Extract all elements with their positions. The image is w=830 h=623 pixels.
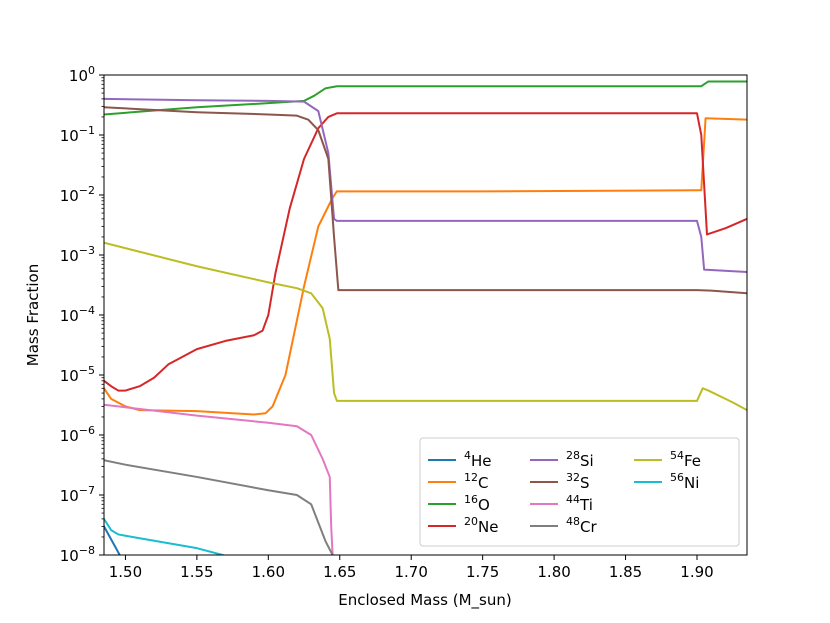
legend-label-si28: 28Si [566, 449, 594, 470]
y-tick-label: 10−6 [60, 424, 95, 445]
legend-label-he4: 4He [464, 449, 492, 470]
series-line-s32 [104, 106, 747, 295]
x-tick-label: 1.85 [609, 563, 642, 581]
legend-label-fe54: 54Fe [670, 449, 701, 470]
x-tick-label: 1.80 [537, 563, 570, 581]
legend-label-ti44: 44Ti [566, 493, 593, 514]
y-axis: 100 10−1 10−2 10−3 10−4 10−5 10−6 10−7 10−8 [60, 64, 104, 565]
legend-label-ni56: 56Ni [670, 471, 699, 492]
x-axis-label: Enclosed Mass (M_sun) [338, 591, 511, 610]
x-tick-label: 1.70 [395, 563, 428, 581]
series-line-cr48 [104, 459, 334, 555]
x-tick-label: 1.55 [180, 563, 213, 581]
x-tick-label: 1.60 [252, 563, 285, 581]
series-line-ti44 [104, 403, 334, 555]
x-tick-label: 1.65 [323, 563, 356, 581]
y-tick-label: 10−2 [60, 184, 95, 205]
legend-label-cr48: 48Cr [566, 515, 597, 536]
legend-box [419, 437, 740, 547]
series-layer [104, 80, 747, 555]
x-tick-label: 1.75 [466, 563, 499, 581]
series-line-si28 [104, 97, 747, 274]
y-tick-label: 10−3 [60, 244, 95, 265]
legend-label-ne20: 20Ne [464, 515, 498, 536]
series-line-o16 [104, 80, 747, 116]
x-axis: 1.50 1.55 1.60 1.65 1.70 1.75 1.80 1.85 1.90 [109, 555, 714, 581]
legend-label-c12: 12C [464, 471, 488, 492]
y-tick-label: 100 [69, 64, 95, 85]
y-tick-label: 10−5 [60, 364, 95, 385]
x-tick-label: 1.90 [680, 563, 713, 581]
series-line-he4 [104, 525, 121, 555]
x-tick-label: 1.50 [109, 563, 142, 581]
series-line-fe54 [104, 241, 747, 412]
y-tick-label: 10−4 [60, 304, 95, 325]
y-tick-label: 10−1 [60, 124, 95, 145]
series-line-ni56 [104, 517, 224, 555]
y-tick-label: 10−8 [60, 544, 95, 565]
series-line-ne20 [104, 112, 747, 392]
y-axis-label: Mass Fraction [24, 264, 42, 366]
legend-label-o16: 16O [464, 493, 490, 514]
y-tick-label: 10−7 [60, 484, 95, 505]
legend-label-s32: 32S [566, 471, 590, 492]
